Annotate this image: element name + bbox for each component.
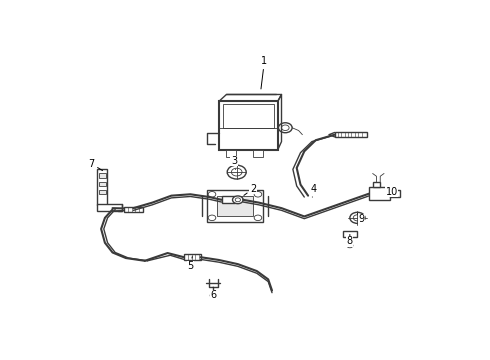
Bar	[99, 190, 106, 194]
Text: 3: 3	[231, 156, 237, 169]
Text: 1: 1	[261, 56, 268, 89]
Bar	[343, 231, 357, 237]
Circle shape	[233, 196, 243, 204]
Circle shape	[231, 168, 242, 176]
Circle shape	[254, 192, 262, 197]
Circle shape	[278, 123, 292, 133]
Bar	[217, 195, 253, 216]
Bar	[253, 150, 263, 157]
Bar	[221, 197, 235, 203]
Text: 7: 7	[89, 159, 102, 171]
Circle shape	[281, 125, 289, 131]
Text: 6: 6	[210, 287, 216, 301]
Bar	[99, 182, 106, 186]
Bar	[219, 102, 278, 150]
Bar	[207, 190, 263, 222]
Text: 2: 2	[244, 184, 256, 195]
Circle shape	[227, 165, 246, 179]
Bar	[373, 182, 380, 187]
Bar	[226, 150, 236, 157]
Circle shape	[235, 198, 241, 202]
Bar	[98, 204, 122, 211]
Circle shape	[254, 215, 262, 221]
Circle shape	[347, 243, 353, 248]
Bar	[184, 255, 200, 260]
Bar	[222, 104, 274, 128]
Text: 10: 10	[386, 186, 398, 197]
Text: 5: 5	[187, 257, 194, 271]
Circle shape	[208, 215, 216, 221]
Bar	[99, 174, 106, 177]
Text: 4: 4	[311, 184, 317, 197]
Circle shape	[208, 192, 216, 197]
Circle shape	[210, 293, 216, 298]
Circle shape	[353, 215, 362, 221]
Bar	[390, 190, 400, 197]
Bar	[124, 207, 143, 212]
Text: 9: 9	[358, 214, 365, 224]
Bar	[335, 132, 367, 137]
Text: 8: 8	[347, 234, 353, 246]
Bar	[98, 169, 107, 205]
Bar	[369, 187, 390, 200]
Circle shape	[350, 212, 365, 223]
